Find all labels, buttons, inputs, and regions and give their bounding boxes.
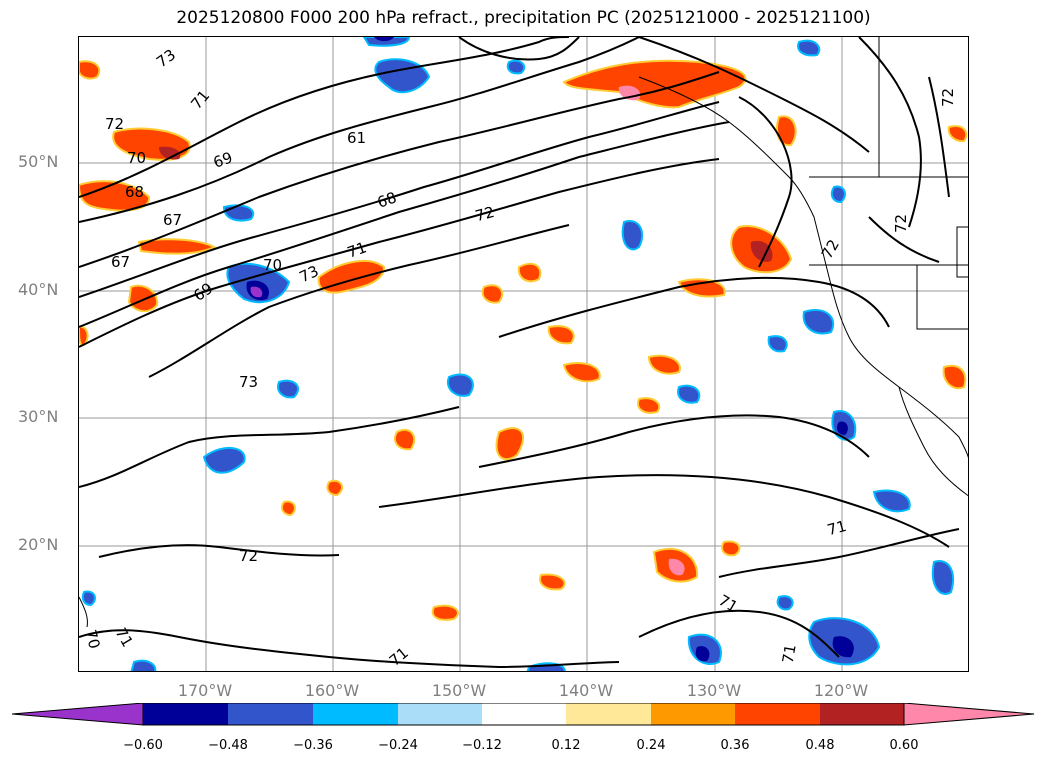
lat-label-50n: 50°N (18, 152, 59, 171)
lat-label-20n: 20°N (18, 535, 59, 554)
lon-label-120w: 120°W (813, 681, 869, 700)
contour-label: 69 (190, 279, 216, 305)
map-title: 2025120800 F000 200 hPa refract., precip… (176, 8, 871, 28)
lon-label-140w: 140°W (558, 681, 614, 700)
refractivity-contours (79, 37, 960, 669)
colorbar-swatch (820, 703, 904, 725)
contour-label: 68 (375, 188, 399, 211)
colorbar (12, 703, 1035, 726)
colorbar-label: −0.24 (378, 738, 418, 753)
graticule (79, 37, 968, 671)
contour-label: 69 (211, 148, 235, 171)
lat-label-30n: 30°N (18, 407, 59, 426)
colorbar-swatch (143, 703, 228, 725)
contour-label: 73 (153, 46, 179, 72)
colorbar-label: −0.12 (462, 738, 502, 753)
precip-negative (81, 37, 954, 671)
contour-label: 73 (297, 262, 322, 286)
contour-label: 71 (386, 644, 412, 670)
contour-label: 72 (105, 115, 124, 133)
lon-label-170w: 170°W (177, 681, 233, 700)
contour-label: 71 (825, 517, 848, 539)
colorbar-label: −0.60 (123, 738, 163, 753)
contour-label: 71 (187, 87, 213, 113)
colorbar-label: 0.60 (889, 738, 919, 753)
colorbar-label: −0.36 (293, 738, 333, 753)
contour-label: 70 (127, 149, 146, 167)
contour-label: 72 (892, 214, 910, 233)
contour-label: 70 (263, 256, 282, 274)
colorbar-label: 0.12 (551, 738, 581, 753)
map-panel[interactable]: 73 71 72 70 69 68 67 67 69 70 73 71 72 6… (78, 36, 969, 672)
contour-label: 71 (345, 238, 369, 261)
contour-label: 68 (125, 183, 144, 201)
contour-label: 67 (111, 253, 130, 271)
colorbar-swatch (482, 703, 566, 725)
contour-label: 72 (818, 236, 843, 262)
colorbar-label: −0.48 (208, 738, 248, 753)
colorbar-swatch (228, 703, 313, 725)
colorbar-extend-low (12, 703, 144, 726)
contour-label: 61 (347, 129, 366, 147)
colorbar-label: 0.48 (805, 738, 835, 753)
contour-label: 72 (239, 547, 258, 565)
colorbar-swatch (566, 703, 651, 725)
contour-label: 67 (163, 211, 182, 229)
contour-label: 72 (473, 203, 496, 225)
colorbar-extend-high (903, 703, 1035, 726)
colorbar-swatch (398, 703, 482, 725)
contour-label: 73 (239, 373, 258, 391)
contour-label: 71 (111, 625, 136, 651)
colorbar-swatch (735, 703, 820, 725)
lon-label-150w: 150°W (431, 681, 487, 700)
colorbar-swatch (651, 703, 735, 725)
contour-label: 71 (779, 643, 800, 665)
map-canvas: 73 71 72 70 69 68 67 67 69 70 73 71 72 6… (79, 37, 968, 671)
contour-labels: 73 71 72 70 69 68 67 67 69 70 73 71 72 6… (81, 46, 957, 670)
lon-label-130w: 130°W (686, 681, 742, 700)
coastlines (79, 37, 968, 628)
contour-label: 72 (939, 88, 957, 107)
colorbar-swatch (313, 703, 398, 725)
lat-label-40n: 40°N (18, 280, 59, 299)
colorbar-label: 0.36 (720, 738, 750, 753)
colorbar-label: 0.24 (636, 738, 666, 753)
contour-label: 70 (81, 628, 103, 651)
lon-label-160w: 160°W (304, 681, 360, 700)
precip-positive (79, 59, 968, 621)
